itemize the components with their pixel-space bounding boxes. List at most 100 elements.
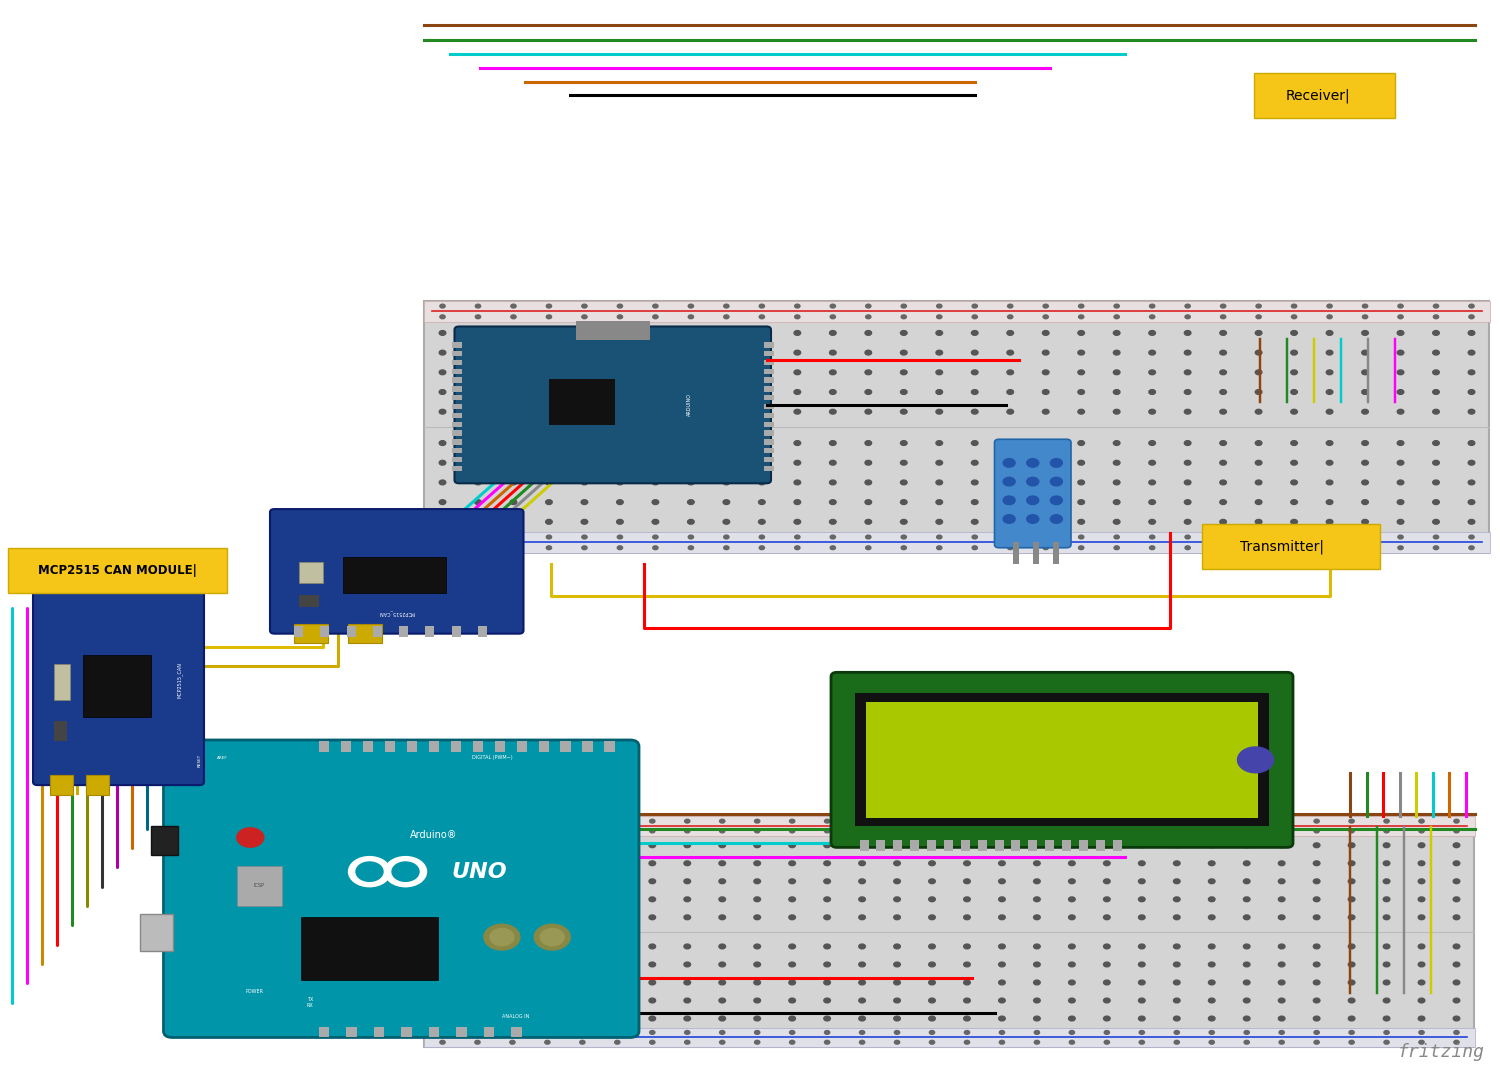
Circle shape — [1348, 819, 1354, 823]
Circle shape — [1042, 350, 1048, 355]
Circle shape — [474, 409, 482, 415]
Circle shape — [684, 861, 690, 866]
Circle shape — [794, 369, 801, 375]
Circle shape — [509, 843, 516, 847]
Circle shape — [859, 998, 865, 1003]
Circle shape — [1383, 962, 1390, 967]
Circle shape — [1244, 962, 1250, 967]
Circle shape — [614, 861, 621, 866]
Circle shape — [936, 331, 942, 335]
Bar — [472, 741, 483, 752]
Circle shape — [1078, 331, 1084, 335]
Circle shape — [1362, 546, 1368, 550]
Circle shape — [356, 862, 382, 882]
Bar — [344, 557, 446, 593]
Circle shape — [894, 962, 900, 967]
Bar — [51, 574, 60, 584]
Circle shape — [652, 315, 658, 319]
Circle shape — [1432, 369, 1440, 375]
Text: ANALOG IN: ANALOG IN — [503, 1014, 530, 1019]
Circle shape — [1280, 829, 1284, 832]
Circle shape — [1149, 409, 1155, 415]
Bar — [764, 448, 774, 453]
Bar — [927, 840, 936, 851]
Bar — [764, 368, 774, 374]
Circle shape — [830, 409, 836, 415]
Circle shape — [1034, 944, 1040, 948]
Circle shape — [684, 1041, 690, 1044]
Circle shape — [963, 897, 970, 902]
Circle shape — [930, 1041, 934, 1044]
Circle shape — [963, 981, 970, 985]
Circle shape — [1256, 315, 1262, 319]
Circle shape — [652, 390, 658, 394]
Circle shape — [1104, 829, 1110, 832]
Circle shape — [474, 1016, 482, 1021]
Circle shape — [972, 369, 978, 375]
Circle shape — [972, 409, 978, 415]
Circle shape — [928, 998, 936, 1003]
Circle shape — [1454, 998, 1460, 1003]
Circle shape — [1432, 520, 1440, 524]
Circle shape — [1078, 535, 1084, 539]
Circle shape — [1113, 520, 1120, 524]
Bar — [346, 1027, 357, 1037]
Circle shape — [1113, 350, 1120, 355]
Circle shape — [684, 897, 690, 902]
Circle shape — [582, 546, 586, 550]
Circle shape — [1078, 369, 1084, 375]
Circle shape — [1050, 514, 1062, 523]
Circle shape — [440, 480, 446, 484]
Circle shape — [440, 962, 446, 967]
Circle shape — [999, 981, 1005, 985]
Circle shape — [1138, 1041, 1144, 1044]
Circle shape — [999, 1016, 1005, 1021]
Circle shape — [1104, 861, 1110, 866]
Circle shape — [1314, 819, 1320, 823]
Bar — [561, 741, 572, 752]
Circle shape — [1149, 369, 1155, 375]
Circle shape — [512, 546, 516, 550]
Circle shape — [1050, 496, 1062, 505]
FancyBboxPatch shape — [994, 439, 1071, 548]
Circle shape — [1292, 546, 1296, 550]
Circle shape — [440, 879, 446, 884]
Circle shape — [865, 520, 871, 524]
Circle shape — [1468, 440, 1474, 446]
Circle shape — [865, 350, 871, 355]
Circle shape — [510, 1041, 515, 1044]
Circle shape — [1468, 480, 1474, 484]
Bar — [764, 377, 774, 382]
Circle shape — [1454, 981, 1460, 985]
Circle shape — [1173, 1016, 1180, 1021]
Circle shape — [1209, 981, 1215, 985]
Circle shape — [1050, 459, 1062, 467]
Circle shape — [1007, 520, 1014, 524]
Circle shape — [723, 546, 729, 550]
Circle shape — [1050, 477, 1062, 485]
Circle shape — [1220, 409, 1227, 415]
Circle shape — [1362, 390, 1368, 394]
Circle shape — [579, 1031, 585, 1034]
Circle shape — [1432, 350, 1440, 355]
Circle shape — [902, 535, 906, 539]
Circle shape — [1185, 331, 1191, 335]
Circle shape — [930, 819, 934, 823]
Circle shape — [789, 915, 795, 919]
Circle shape — [474, 331, 482, 335]
Bar — [452, 439, 462, 445]
Circle shape — [616, 520, 622, 524]
Bar — [452, 377, 462, 382]
Circle shape — [1007, 499, 1014, 505]
Bar — [429, 1027, 439, 1037]
Bar — [320, 1027, 330, 1037]
Circle shape — [684, 1031, 690, 1034]
Circle shape — [440, 915, 446, 919]
Circle shape — [824, 879, 831, 884]
Circle shape — [1173, 843, 1180, 847]
Circle shape — [1185, 350, 1191, 355]
Circle shape — [1432, 331, 1440, 335]
Circle shape — [1384, 1041, 1389, 1044]
Circle shape — [1138, 879, 1144, 884]
Circle shape — [510, 480, 518, 484]
